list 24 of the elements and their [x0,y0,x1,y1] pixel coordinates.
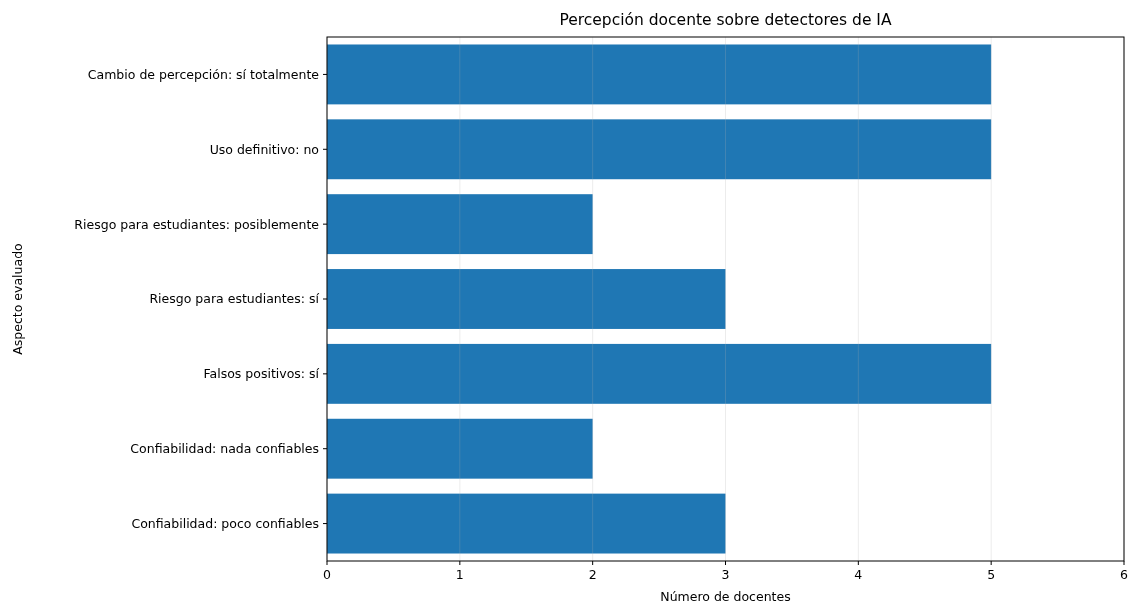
bar [327,119,992,180]
x-tick-label: 0 [323,567,332,582]
x-tick-label: 2 [588,567,597,582]
y-tick-label: Uso definitivo: no [209,141,319,157]
bar [327,493,726,554]
x-tick-label: 3 [721,567,730,582]
y-tick-label: Confiabilidad: nada confiables [130,441,319,457]
x-tick-label: 1 [455,567,464,582]
bar [327,269,726,329]
y-tick-label: Riesgo para estudiantes: posiblemente [74,216,320,232]
bar [327,343,992,404]
y-tick-label: Falsos positivos: sí [203,366,320,382]
bar [327,418,593,479]
y-axis-title: Aspecto evaluado [10,243,25,355]
x-tick-label: 4 [854,567,863,582]
bar [327,194,593,255]
y-tick-label: Confiabilidad: poco confiables [131,515,319,531]
y-tick-label: Cambio de percepción: sí totalmente [87,66,320,82]
chart-title: Percepción docente sobre detectores de IA [559,11,892,29]
y-tick-label: Riesgo para estudiantes: sí [149,291,320,307]
x-tick-label: 6 [1120,567,1129,582]
bar [327,44,992,105]
x-axis-title: Número de docentes [660,589,791,604]
x-tick-label: 5 [987,567,996,582]
